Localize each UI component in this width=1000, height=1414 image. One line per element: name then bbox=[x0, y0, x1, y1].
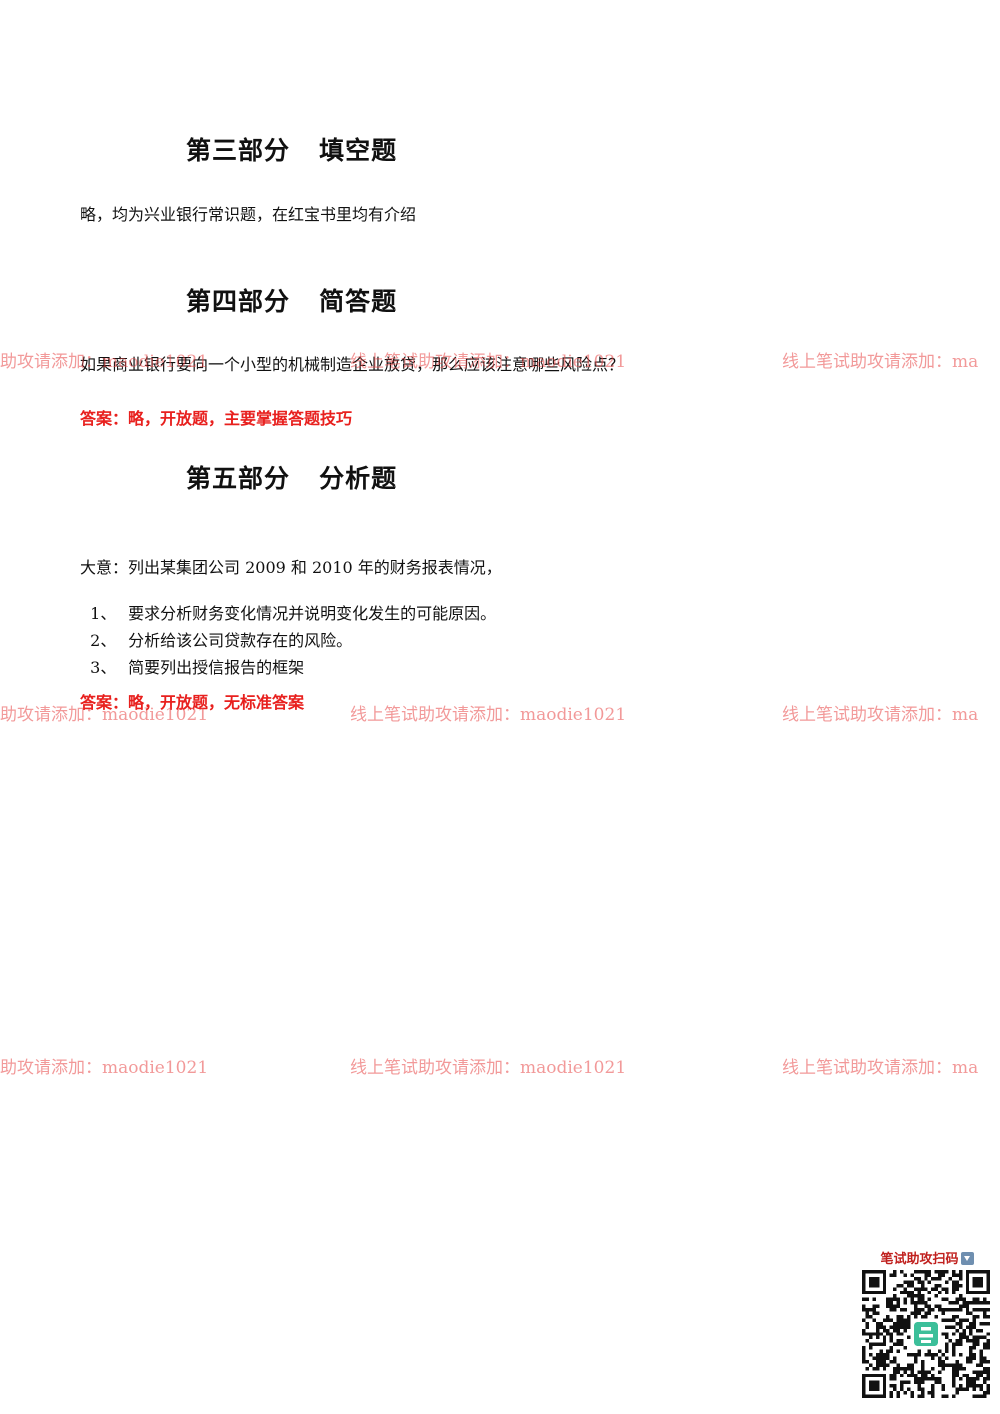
part5-intro: 大意：列出某集团公司 2009 和 2010 年的财务报表情况， bbox=[80, 558, 502, 577]
list-item-text: 简要列出授信报告的框架 bbox=[128, 658, 305, 677]
watermark: 线上笔试助攻请添加：ma bbox=[782, 705, 979, 725]
list-item: 3、 简要列出授信报告的框架 bbox=[80, 635, 304, 678]
qr-code[interactable] bbox=[862, 1270, 990, 1398]
part5-heading: 第五部分 分析题 bbox=[186, 464, 398, 493]
part3-text: 略，均为兴业银行常识题，在红宝书里均有介绍 bbox=[80, 205, 417, 224]
down-arrow-icon bbox=[960, 1252, 974, 1265]
watermark: 线上笔试助攻请添加：ma bbox=[782, 352, 979, 372]
watermark: 线上笔试助攻请添加：maodie1021 bbox=[350, 705, 627, 725]
list-item: 1、 要求分析财务变化情况并说明变化发生的可能原因。 bbox=[80, 581, 496, 624]
watermark: 助攻请添加：maodie1021 bbox=[0, 1058, 209, 1078]
part4-answer: 答案：略，开放题，主要掌握答题技巧 bbox=[80, 409, 353, 428]
list-item-number: 3、 bbox=[90, 658, 117, 677]
part3-heading: 第三部分 填空题 bbox=[186, 136, 398, 165]
part4-heading: 第四部分 简答题 bbox=[186, 287, 398, 316]
qr-caption: 笔试助攻扫码 bbox=[862, 1250, 992, 1270]
list-item-text: 要求分析财务变化情况并说明变化发生的可能原因。 bbox=[128, 604, 497, 623]
part4-question: 如果商业银行要向一个小型的机械制造企业放贷，那么应该注意哪些风险点？ bbox=[80, 355, 625, 374]
part5-answer: 答案：略，开放题，无标准答案 bbox=[80, 693, 305, 712]
qr-caption-text: 笔试助攻扫码 bbox=[880, 1252, 959, 1267]
list-item-number: 2、 bbox=[90, 631, 117, 650]
list-item-number: 1、 bbox=[90, 604, 117, 623]
watermark: 线上笔试助攻请添加：maodie1021 bbox=[350, 1058, 627, 1078]
list-item: 2、 分析给该公司贷款存在的风险。 bbox=[80, 608, 352, 651]
list-item-text: 分析给该公司贷款存在的风险。 bbox=[128, 631, 353, 650]
qr-block: 笔试助攻扫码 bbox=[862, 1250, 992, 1398]
watermark: 线上笔试助攻请添加：ma bbox=[782, 1058, 979, 1078]
